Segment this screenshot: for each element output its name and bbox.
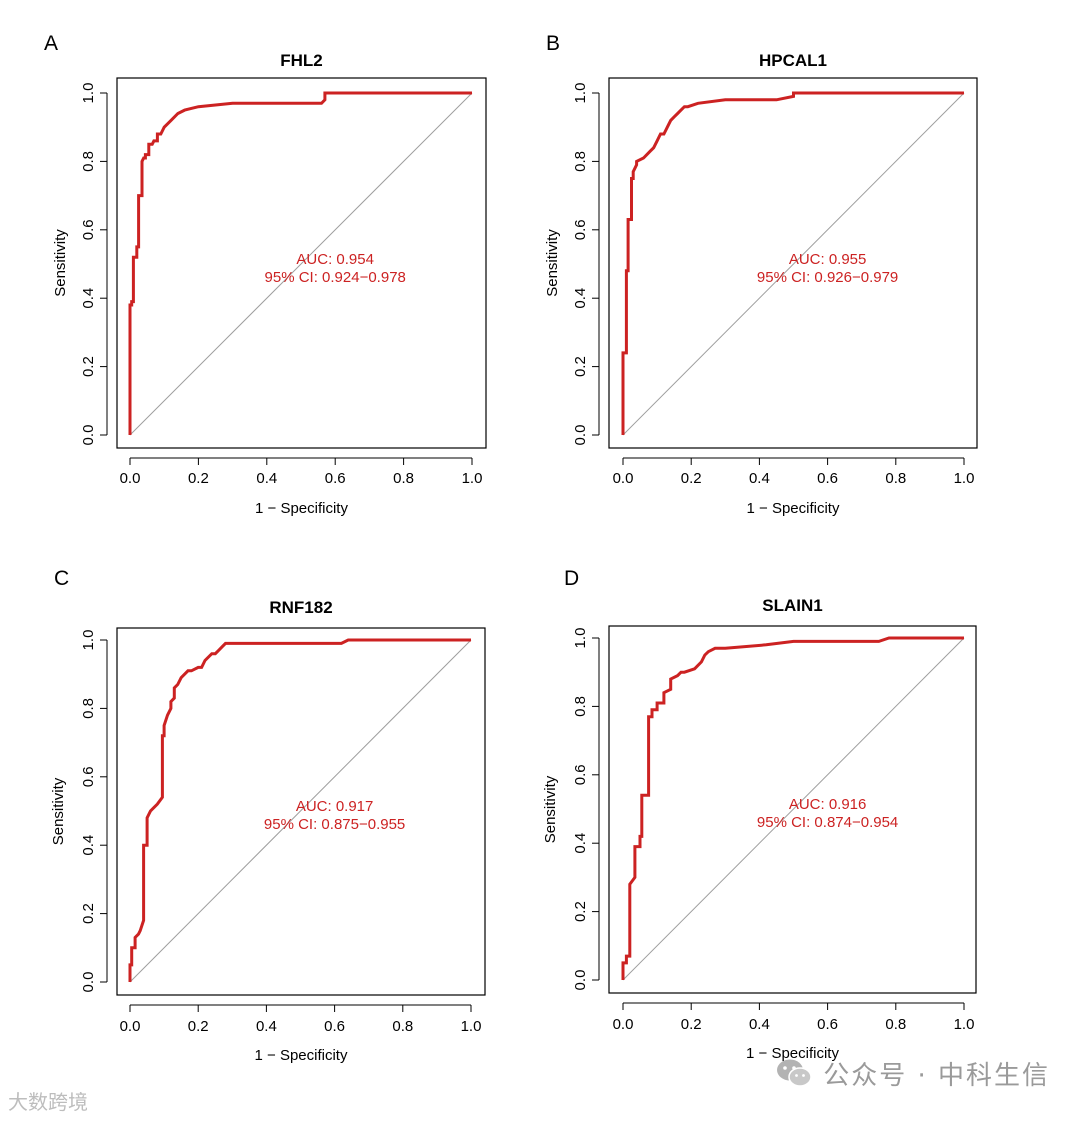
panel-label: C [54, 567, 69, 590]
panel-label: A [44, 32, 58, 55]
wechat-watermark: 公众号 · 中科生信 [775, 1053, 1050, 1093]
x-tick-label: 0.6 [817, 470, 838, 487]
x-tick-label: 0.0 [613, 470, 634, 487]
x-tick-label: 0.2 [681, 1016, 702, 1033]
y-tick-label: 1.0 [572, 83, 589, 104]
roc-panel-c: C RNF182 0.0 0.0 0.2 0.2 0.4 0.4 0.6 0.6 0.8 0.8 1.0… [50, 567, 486, 1064]
left-watermark: 大数跨境 [8, 1086, 88, 1115]
y-tick-label: 0.6 [572, 764, 589, 785]
x-axis-label: 1 − Specificity [747, 500, 840, 517]
reference-diagonal [129, 639, 472, 983]
x-tick-label: 0.8 [885, 1016, 906, 1033]
x-tick-label: 1.0 [954, 1016, 975, 1033]
y-tick-label: 0.6 [572, 219, 589, 240]
y-tick-label: 0.2 [572, 901, 589, 922]
y-tick-label: 0.8 [572, 696, 589, 717]
y-axis-label: Sensitivity [544, 229, 561, 297]
roc-panel-a: A FHL2 0.0 0.0 0.2 0.2 0.4 0.4 0.6 0.6 0.8 0.8 1.0 1.… [44, 32, 487, 517]
roc-panel-d: D SLAIN1 0.0 0.0 0.2 0.2 0.4 0.4 0.6 0.6 0.8 0.8 1.0… [542, 567, 977, 1062]
auc-label: AUC: 0.916 [789, 796, 867, 813]
y-tick-label: 1.0 [572, 628, 589, 649]
ci-label: 95% CI: 0.924−0.978 [265, 269, 406, 286]
x-tick-label: 0.4 [749, 470, 770, 487]
chart-title: SLAIN1 [762, 596, 822, 615]
chart-title: FHL2 [280, 51, 323, 70]
x-tick-label: 0.8 [885, 470, 906, 487]
y-tick-label: 0.2 [80, 356, 97, 377]
auc-label: AUC: 0.954 [296, 251, 374, 268]
x-tick-label: 0.6 [324, 1018, 345, 1035]
panel-label: B [546, 32, 560, 55]
y-tick-label: 1.0 [80, 630, 97, 651]
y-tick-label: 0.8 [572, 151, 589, 172]
reference-diagonal [622, 637, 965, 981]
y-tick-label: 0.0 [80, 425, 97, 446]
x-axis-label: 1 − Specificity [255, 500, 348, 517]
y-tick-label: 0.6 [80, 766, 97, 787]
x-tick-label: 1.0 [462, 470, 483, 487]
roc-curve-line [128, 91, 472, 435]
ci-label: 95% CI: 0.874−0.954 [757, 814, 898, 831]
ci-label: 95% CI: 0.926−0.979 [757, 269, 898, 286]
y-tick-label: 0.8 [80, 698, 97, 719]
y-axis-label: Sensitivity [50, 777, 67, 845]
y-axis-label: Sensitivity [52, 229, 69, 297]
x-axis-label: 1 − Specificity [255, 1047, 348, 1064]
y-tick-label: 0.8 [80, 151, 97, 172]
plot-frame [116, 627, 486, 996]
x-tick-label: 0.2 [188, 470, 209, 487]
plot-frame [116, 77, 487, 449]
x-axis-label: 1 − Specificity [746, 1045, 839, 1062]
x-tick-label: 0.2 [681, 470, 702, 487]
chart-title: RNF182 [269, 598, 332, 617]
x-tick-label: 0.4 [749, 1016, 770, 1033]
x-tick-label: 0.4 [256, 470, 277, 487]
y-tick-label: 0.4 [80, 835, 97, 856]
y-axis-label: Sensitivity [542, 775, 559, 843]
x-tick-label: 0.6 [817, 1016, 838, 1033]
y-tick-label: 0.0 [80, 972, 97, 993]
plot-frame [608, 625, 977, 994]
x-tick-label: 0.4 [256, 1018, 277, 1035]
ci-label: 95% CI: 0.875−0.955 [264, 816, 405, 833]
left-watermark-text: 大数跨境 [8, 1090, 88, 1114]
roc-curve-line [621, 91, 964, 435]
y-tick-label: 0.6 [80, 219, 97, 240]
reference-diagonal [622, 92, 965, 436]
y-tick-label: 0.0 [572, 970, 589, 991]
roc-curve-line [621, 636, 964, 980]
x-tick-label: 0.0 [120, 1018, 141, 1035]
roc-curve-line [128, 638, 471, 982]
y-tick-label: 1.0 [80, 83, 97, 104]
y-tick-label: 0.2 [80, 903, 97, 924]
x-tick-label: 0.2 [188, 1018, 209, 1035]
auc-label: AUC: 0.955 [789, 251, 867, 268]
x-tick-label: 0.8 [393, 470, 414, 487]
y-tick-label: 0.4 [572, 833, 589, 854]
wechat-watermark-text: 公众号 · 中科生信 [823, 1060, 1050, 1091]
x-tick-label: 1.0 [461, 1018, 482, 1035]
panel-label: D [564, 567, 579, 590]
y-tick-label: 0.4 [80, 288, 97, 309]
roc-panel-b: B HPCAL1 0.0 0.0 0.2 0.2 0.4 0.4 0.6 0.6 0.8 0.8 1.0… [544, 32, 978, 517]
x-tick-label: 0.8 [392, 1018, 413, 1035]
x-tick-label: 0.6 [325, 470, 346, 487]
chart-title: HPCAL1 [759, 51, 827, 70]
x-tick-label: 0.0 [613, 1016, 634, 1033]
x-tick-label: 1.0 [954, 470, 975, 487]
auc-label: AUC: 0.917 [296, 798, 374, 815]
y-tick-label: 0.4 [572, 288, 589, 309]
reference-diagonal [129, 92, 473, 436]
y-tick-label: 0.0 [572, 425, 589, 446]
wechat-icon [777, 1059, 812, 1087]
plot-frame [608, 77, 978, 449]
y-tick-label: 0.2 [572, 356, 589, 377]
x-tick-label: 0.0 [120, 470, 141, 487]
